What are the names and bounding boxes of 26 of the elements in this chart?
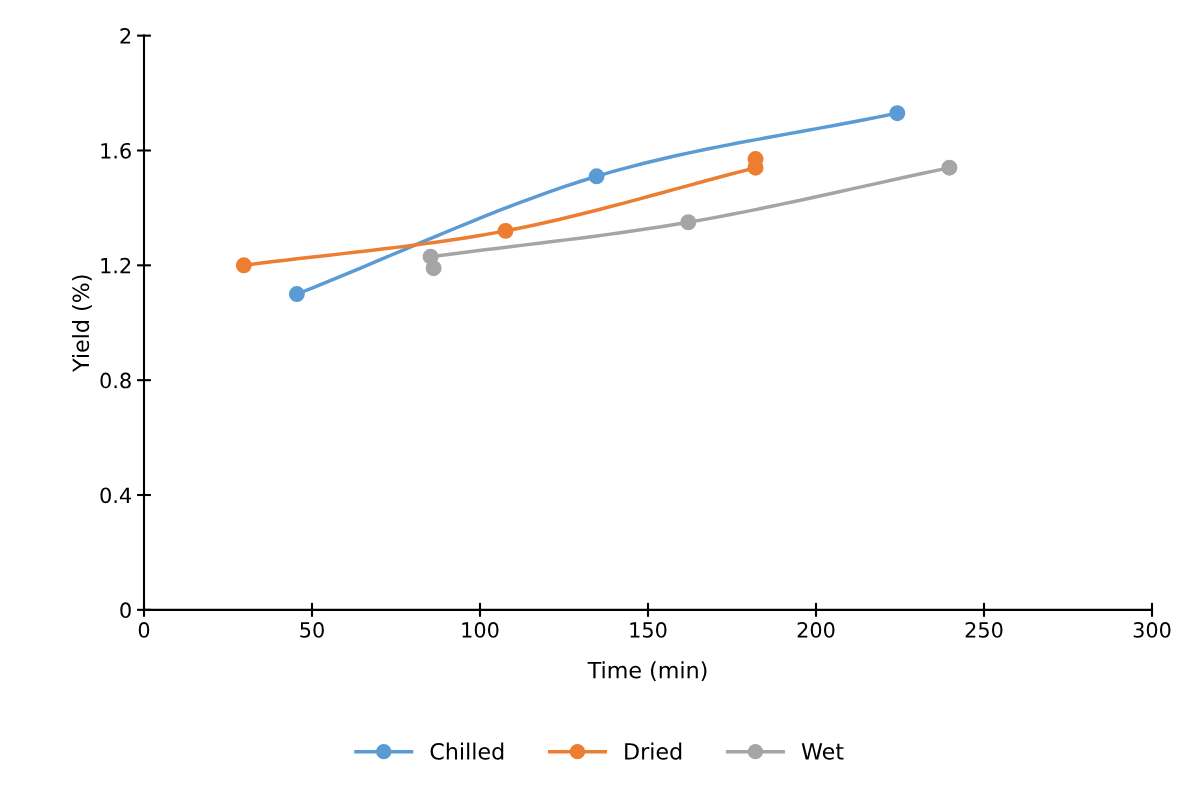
x-tick-label: 50 xyxy=(300,622,324,638)
y-tick-label: 0 xyxy=(120,602,131,619)
x-axis-title: Time (min) xyxy=(587,661,707,682)
point xyxy=(235,257,252,274)
y-tick-label: 1.6 xyxy=(101,142,131,159)
x-tick-label: 200 xyxy=(797,622,835,638)
x-tick-label: 150 xyxy=(630,622,667,638)
point xyxy=(889,105,906,122)
legend-label: Chilled xyxy=(430,742,504,760)
point xyxy=(680,214,697,231)
point xyxy=(288,286,305,303)
legend-label: Wet xyxy=(801,743,844,760)
y-tick-label: 0.4 xyxy=(100,487,132,504)
point xyxy=(941,159,958,176)
point xyxy=(422,248,439,265)
y-axis-title: Yield (%) xyxy=(72,275,92,372)
y-tick-label: 1.2 xyxy=(101,257,131,274)
x-tick-label: 300 xyxy=(1133,622,1171,638)
point xyxy=(497,222,514,239)
point xyxy=(588,168,605,185)
x-tick-label: 250 xyxy=(965,622,1003,638)
x-tick-label: 100 xyxy=(462,622,499,638)
y-tick-label: 0.8 xyxy=(100,372,131,389)
legend-label: Dried xyxy=(625,742,682,760)
y-tick-label: 2 xyxy=(120,28,131,44)
x-tick-label: 0 xyxy=(138,622,150,638)
